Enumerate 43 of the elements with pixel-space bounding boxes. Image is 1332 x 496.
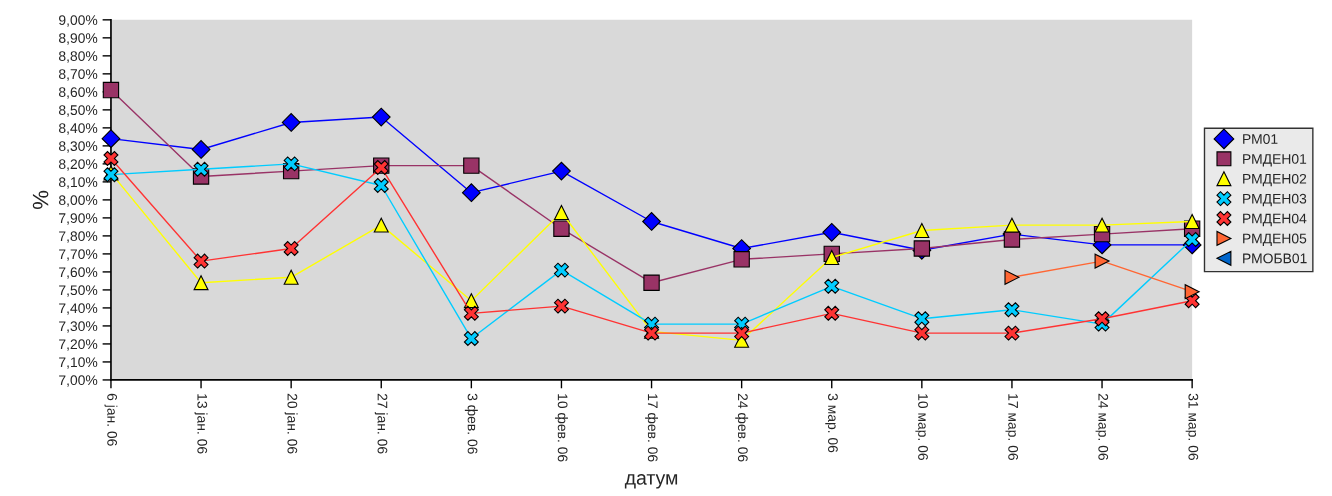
legend-label: РМОБВ01 [1243, 253, 1307, 264]
y-tick-label: 7,10% [59, 357, 98, 369]
y-tick-label: 7,50% [59, 285, 98, 297]
y-axis-title: % [32, 190, 49, 209]
x-tick-label: 31 мар. 06 [1185, 393, 1199, 460]
y-tick-label: 8,00% [58, 195, 98, 207]
x-axis-title: датум [624, 474, 678, 489]
y-tick-label: 8,10% [58, 177, 98, 189]
x-tick-label: 10 мар. 06 [915, 394, 928, 460]
y-tick-label: 8,30% [58, 141, 98, 153]
x-tick-label: 10 фев. 06 [554, 394, 568, 462]
x-tick-label: 17 фев. 06 [645, 394, 659, 462]
x-tick-label: 24 фев. 06 [735, 393, 749, 462]
y-tick-label: 7,30% [59, 321, 98, 333]
y-tick-label: 7,40% [59, 303, 98, 315]
y-tick-label: 7,20% [59, 339, 98, 351]
y-tick-label: 7,60% [59, 267, 98, 279]
legend-label: РМДЕН03 [1243, 193, 1307, 207]
x-tick-label: 3 фев. 06 [464, 393, 478, 454]
y-tick-label: 8,70% [58, 69, 98, 81]
legend-label: РМДЕН04 [1243, 213, 1307, 227]
legend-label: РМДЕН02 [1243, 173, 1307, 187]
y-tick-label: 7,00% [59, 375, 98, 387]
y-tick-label: 8,40% [58, 123, 98, 135]
x-tick-label: 3 мар. 06 [825, 393, 838, 453]
y-tick-label: 8,80% [58, 51, 98, 63]
x-tick-label: 13 јан. 06 [194, 394, 208, 454]
x-tick-label: 17 мар. 06 [1005, 394, 1019, 460]
y-tick-label: 8,90% [58, 33, 98, 45]
y-tick-label: 7,80% [59, 231, 98, 243]
legend-label: РМДЕН05 [1243, 233, 1307, 247]
y-tick-label: 7,90% [59, 213, 98, 225]
y-tick-label: 8,50% [58, 105, 98, 117]
legend-label: РМДЕН01 [1243, 154, 1307, 167]
x-tick-label: 20 јан. 06 [284, 393, 298, 454]
y-tick-label: 8,60% [58, 87, 98, 99]
x-tick-label: 27 јан. 06 [374, 393, 388, 454]
y-tick-label: 7,70% [59, 249, 98, 261]
y-tick-label: 8,20% [58, 159, 98, 171]
x-tick-label: 24 мар. 06 [1095, 393, 1109, 460]
legend-label: РМ01 [1243, 134, 1278, 144]
y-tick-label: 9,00% [59, 15, 98, 27]
x-tick-label: 6 јан. 06 [104, 393, 118, 446]
